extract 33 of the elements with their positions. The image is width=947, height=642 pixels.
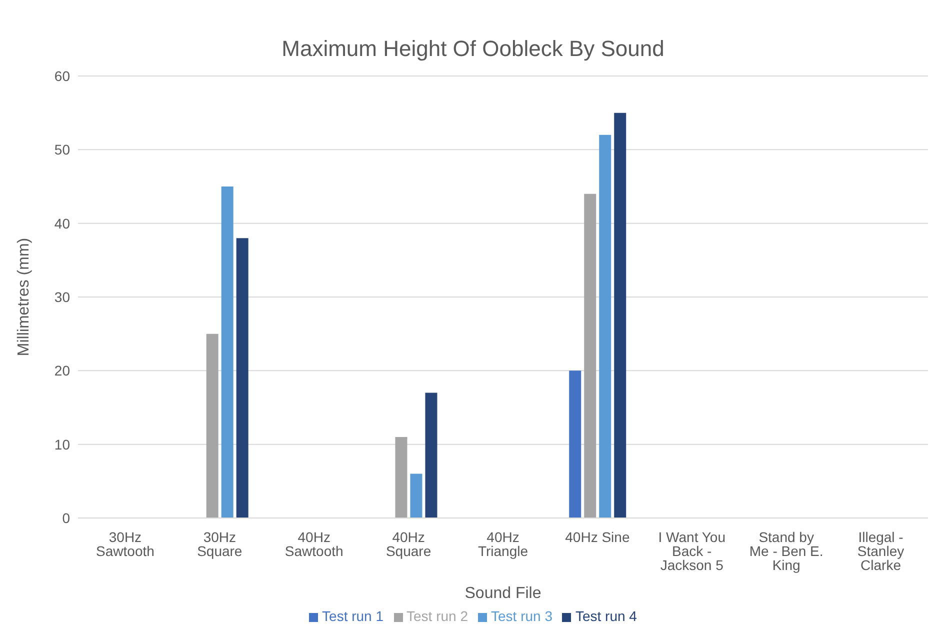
x-tick-label: 30Hz Sawtooth xyxy=(96,528,154,559)
y-tick-label: 10 xyxy=(54,436,70,452)
bar xyxy=(569,370,582,518)
y-tick-label: 20 xyxy=(54,362,70,379)
bar xyxy=(425,392,438,518)
chart-title: Maximum Height Of Oobleck By Sound xyxy=(280,35,666,63)
legend-label: Test run 3 xyxy=(491,608,552,624)
y-axis-title: Millimetres (mm) xyxy=(16,238,33,356)
x-tick-label: 30Hz Square xyxy=(197,528,242,559)
x-axis-title: Sound File xyxy=(464,585,542,602)
x-tick-label: 40Hz Sine xyxy=(565,528,630,545)
y-tick-label: 30 xyxy=(54,288,70,305)
bar xyxy=(410,474,422,518)
bar xyxy=(221,186,234,518)
bar xyxy=(614,112,626,518)
y-tick-label: 50 xyxy=(54,142,70,158)
bar xyxy=(584,194,596,518)
bar xyxy=(236,238,248,518)
x-tick-label: Stand by Me - Ben E. King xyxy=(749,528,824,573)
y-tick-label: 60 xyxy=(54,68,70,84)
x-tick-label: 40Hz Square xyxy=(386,528,432,559)
legend-label: Test run 4 xyxy=(575,608,637,624)
bar xyxy=(395,436,408,518)
x-tick-label: 40Hz Sawtooth xyxy=(284,528,344,559)
y-tick-label: 40 xyxy=(54,215,70,232)
bar xyxy=(599,134,612,518)
x-tick-label: Illegal - Stanley Clarke xyxy=(857,528,904,573)
x-tick-label: I Want You Back - Jackson 5 xyxy=(658,528,726,573)
x-tick-label: 40Hz Triangle xyxy=(478,528,528,559)
y-tick-label: 0 xyxy=(62,510,70,526)
legend-label: Test run 2 xyxy=(406,608,468,624)
legend-label: Test run 1 xyxy=(322,608,384,624)
bar xyxy=(206,334,218,518)
